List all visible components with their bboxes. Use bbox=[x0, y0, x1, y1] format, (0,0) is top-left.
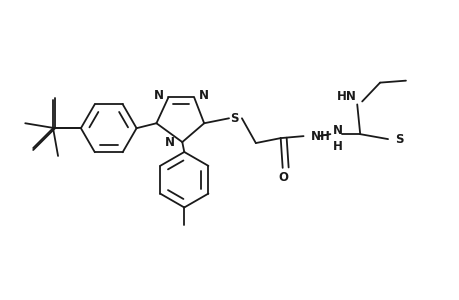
Text: N: N bbox=[332, 124, 341, 137]
Text: H: H bbox=[332, 140, 341, 152]
Text: HN: HN bbox=[336, 90, 357, 103]
Text: S: S bbox=[229, 112, 238, 125]
Text: N: N bbox=[153, 89, 163, 102]
Text: S: S bbox=[394, 133, 403, 146]
Text: N: N bbox=[165, 136, 175, 148]
Text: N: N bbox=[199, 89, 209, 102]
Text: O: O bbox=[278, 171, 288, 184]
Text: NH: NH bbox=[310, 130, 330, 142]
